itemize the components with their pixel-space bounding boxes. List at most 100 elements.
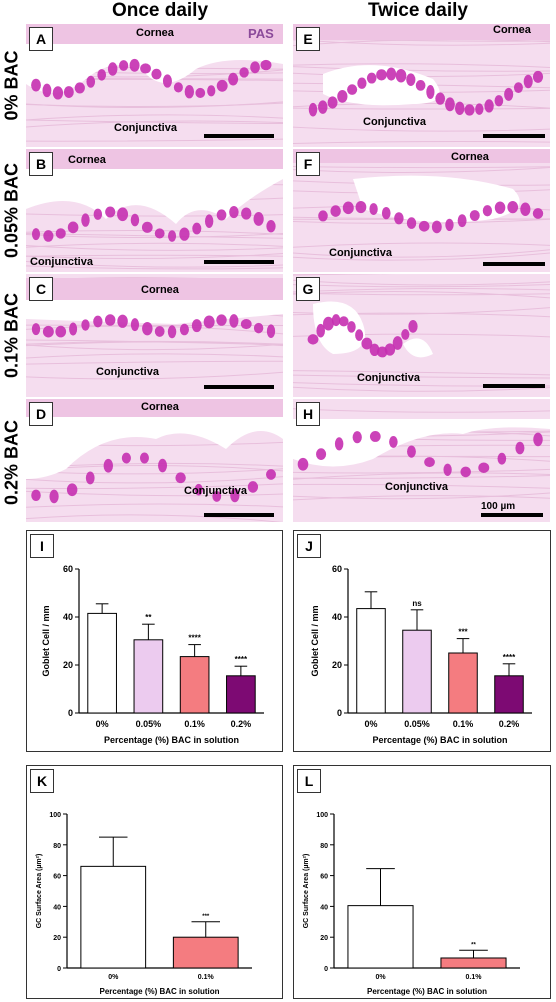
significance-label: *** [458, 628, 468, 637]
goblet-cell [107, 62, 118, 76]
fiber-line [26, 138, 283, 142]
goblet-cell [184, 85, 195, 99]
x-tick-label: 0% [108, 974, 119, 981]
scale-bar [204, 513, 274, 517]
goblet-cell [266, 324, 276, 338]
goblet-cell [327, 96, 338, 109]
goblet-cell [482, 205, 493, 217]
goblet-cell [154, 228, 165, 239]
goblet-cell [158, 458, 168, 473]
fiber-line [26, 468, 283, 475]
goblet-cell [266, 220, 276, 233]
goblet-cell [121, 452, 131, 464]
fiber-line [26, 490, 283, 497]
fiber-line [293, 483, 550, 489]
goblet-cell [228, 72, 239, 86]
goblet-cell [415, 80, 426, 91]
cornea-band [293, 24, 550, 40]
goblet-cell [435, 92, 446, 105]
y-tick-label: 40 [63, 612, 73, 622]
fiber-line [26, 514, 283, 522]
goblet-cell [464, 104, 475, 116]
chart-k: 0 20 40 60 80 100 GC Surface Area (µm²) Percent… [26, 765, 283, 999]
lumen-space [26, 169, 283, 224]
tissue-drawing [293, 24, 550, 147]
goblet-cell [66, 483, 78, 497]
goblet-cell [216, 209, 227, 221]
bar-0.05% [133, 639, 164, 714]
x-tick-label: 0% [96, 719, 109, 729]
tissue-drawing [293, 149, 550, 272]
fiber-line [293, 66, 550, 72]
panel-letter: A [29, 27, 53, 51]
x-tick-label: 0.1% [466, 974, 483, 981]
goblet-cell [55, 325, 67, 338]
goblet-cell [352, 431, 362, 444]
goblet-cell [497, 452, 507, 465]
histology-panel-f: F Cornea Conjunctiva [293, 149, 550, 272]
goblet-cell [406, 217, 417, 229]
fiber-line [293, 284, 550, 288]
tissue-label-conjunctiva: Conjunctiva [363, 116, 426, 128]
histology-panel-b: B Cornea Conjunctiva [26, 149, 283, 272]
goblet-cell [533, 432, 543, 447]
goblet-cell [445, 218, 454, 232]
bar-0.1% [179, 656, 210, 714]
column-title-once-daily: Once daily [111, 0, 209, 21]
y-tick-label: 20 [63, 660, 73, 670]
goblet-cell [266, 469, 276, 480]
cornea-band [26, 149, 283, 169]
goblet-cell [334, 437, 344, 451]
bar-0.05% [402, 629, 432, 714]
goblet-cell [31, 323, 41, 336]
y-tick-label: 20 [53, 935, 61, 942]
goblet-cell [105, 206, 116, 218]
goblet-cell [381, 206, 391, 220]
goblet-cell [369, 343, 380, 357]
goblet-cell [389, 435, 398, 448]
goblet-cell [460, 466, 471, 478]
goblet-cell [191, 319, 202, 333]
column-title-twice-daily: Twice daily [368, 0, 468, 21]
goblet-cell [229, 314, 239, 328]
bar-0% [356, 608, 386, 714]
tissue-label-cornea: Cornea [136, 27, 174, 39]
significance-label: **** [503, 653, 516, 662]
goblet-cell [230, 488, 240, 503]
goblet-cell [426, 85, 435, 99]
tissue-label-conjunctiva: Conjunctiva [357, 372, 420, 384]
y-tick-label: 20 [332, 660, 342, 670]
tissue-drawing [26, 274, 283, 397]
goblet-cell [179, 323, 189, 336]
chart-l: 0 20 40 60 80 100 GC Surface Area (µm²) Percent… [293, 765, 551, 999]
goblet-cell [129, 58, 140, 72]
goblet-cell [117, 207, 129, 222]
significance-label: **** [188, 634, 201, 643]
y-tick-label: 0 [57, 966, 61, 973]
bar-0% [80, 865, 147, 969]
x-axis-label: Percentage (%) BAC in solution [104, 735, 239, 745]
goblet-cell [424, 457, 435, 468]
significance-label: **** [235, 655, 248, 664]
goblet-cell [494, 201, 506, 214]
significance-label: ns [412, 599, 422, 608]
goblet-cell [250, 61, 260, 74]
bar-0.1% [440, 957, 507, 969]
panel-letter: F [296, 152, 320, 176]
histology-panel-g: G Conjunctiva [293, 274, 550, 397]
tissue-label-cornea: Cornea [493, 24, 531, 36]
fiber-line [26, 339, 283, 346]
fiber-line [293, 63, 550, 69]
goblet-cell [154, 326, 165, 337]
chart-j: 0 20 40 60 Goblet Cell / mm Percentage (%) BA… [293, 530, 551, 752]
goblet-cell [52, 86, 64, 100]
goblet-cell [173, 82, 183, 93]
tissue-label-cornea: Cornea [141, 401, 179, 413]
fiber-line [293, 140, 550, 145]
cornea-band [26, 399, 283, 417]
y-tick-label: 0 [337, 708, 342, 718]
fiber-line [293, 252, 550, 261]
tissue-label-conjunctiva: Conjunctiva [30, 256, 93, 268]
fiber-line [293, 274, 413, 276]
tissue-label-conjunctiva: Conjunctiva [329, 247, 392, 259]
